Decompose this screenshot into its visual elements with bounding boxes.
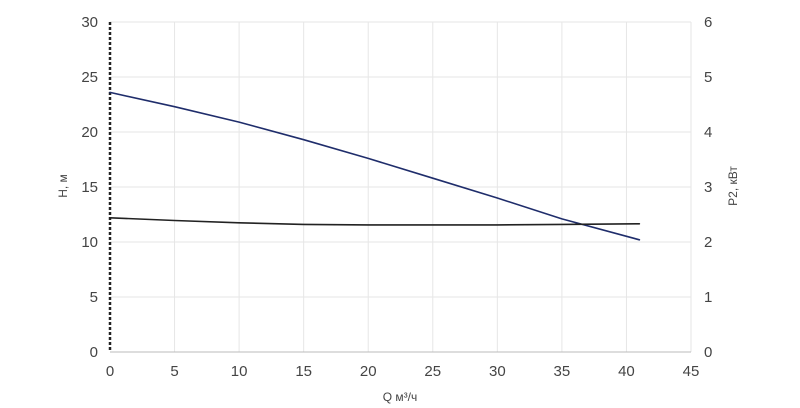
y-axis-label: H, м [56, 174, 70, 198]
x-tick-label-9: 45 [683, 363, 700, 380]
series-line-left-axis-0 [109, 91, 641, 241]
y2-tick-label-0: 0 [704, 344, 712, 361]
grid [110, 21, 692, 352]
axes [108, 22, 691, 353]
x-tick-label-7: 35 [554, 363, 571, 380]
x-axis-label: Q м³/ч [383, 390, 418, 404]
y-tick-label-4: 20 [81, 124, 98, 141]
y-tick-label-5: 25 [81, 69, 98, 86]
y-tick-label-6: 30 [81, 14, 98, 31]
y-tick-label-0: 0 [90, 344, 98, 361]
x-tick-label-4: 20 [360, 363, 377, 380]
x-tick-label-1: 5 [170, 363, 178, 380]
y2-tick-labels: 0 1 2 3 4 5 6 [704, 14, 712, 361]
series-lines [109, 91, 641, 241]
y-tick-label-3: 15 [81, 179, 98, 196]
y2-axis-label: P2, кВт [726, 166, 740, 206]
x-tick-label-0: 0 [106, 363, 114, 380]
x-tick-label-3: 15 [295, 363, 312, 380]
y2-tick-label-2: 2 [704, 234, 712, 251]
y-tick-label-2: 10 [81, 234, 98, 251]
x-tick-label-2: 10 [231, 363, 248, 380]
y-tick-labels: 0 5 10 15 20 25 30 [81, 14, 98, 361]
y-tick-label-1: 5 [90, 289, 98, 306]
y2-tick-label-3: 3 [704, 179, 712, 196]
y2-tick-label-1: 1 [704, 289, 712, 306]
x-tick-label-8: 40 [618, 363, 635, 380]
y2-tick-label-4: 4 [704, 124, 712, 141]
x-tick-label-5: 25 [424, 363, 441, 380]
y2-tick-label-5: 5 [704, 69, 712, 86]
x-tick-label-6: 30 [489, 363, 506, 380]
series-line-right-axis-1 [109, 217, 641, 226]
y2-tick-label-6: 6 [704, 14, 712, 31]
x-tick-labels: 0 5 10 15 20 25 30 35 40 45 [106, 363, 700, 380]
